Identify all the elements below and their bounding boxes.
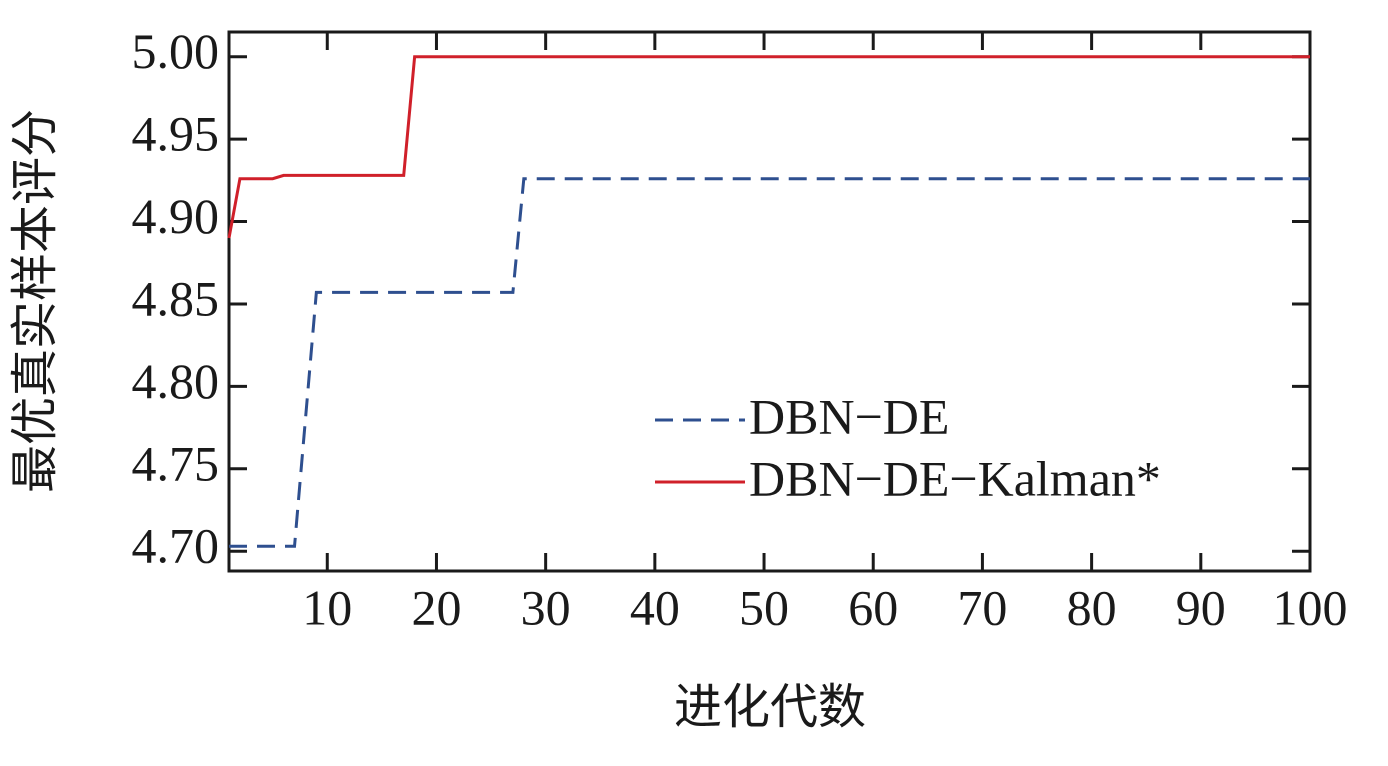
y-tick-label: 4.80	[132, 353, 220, 409]
x-tick-label: 100	[1273, 579, 1348, 635]
x-axis-label: 进化代数	[674, 681, 866, 734]
x-tick-label: 10	[302, 579, 352, 635]
y-tick-label: 4.90	[132, 188, 220, 244]
legend-label: DBN−DE−Kalman*	[749, 450, 1161, 506]
plot-frame	[227, 30, 1312, 573]
legend-label: DBN−DE	[749, 388, 949, 444]
x-tick-label: 90	[1176, 579, 1226, 635]
x-tick-label: 80	[1067, 579, 1117, 635]
x-tick-label: 70	[957, 579, 1007, 635]
x-tick-label: 40	[630, 579, 680, 635]
x-tick-label: 30	[521, 579, 571, 635]
y-tick-label: 5.00	[132, 23, 220, 79]
y-tick-label: 4.95	[132, 106, 220, 162]
series-line	[227, 55, 1310, 239]
y-tick-label: 4.85	[132, 270, 220, 326]
x-tick-label: 20	[411, 579, 461, 635]
y-axis-label: 最优真实样本评分	[9, 109, 62, 493]
y-tick-label: 4.70	[132, 518, 220, 574]
x-tick-label: 60	[848, 579, 898, 635]
x-tick-label: 50	[739, 579, 789, 635]
y-tick-label: 4.75	[132, 435, 220, 491]
series-line	[229, 177, 1310, 548]
